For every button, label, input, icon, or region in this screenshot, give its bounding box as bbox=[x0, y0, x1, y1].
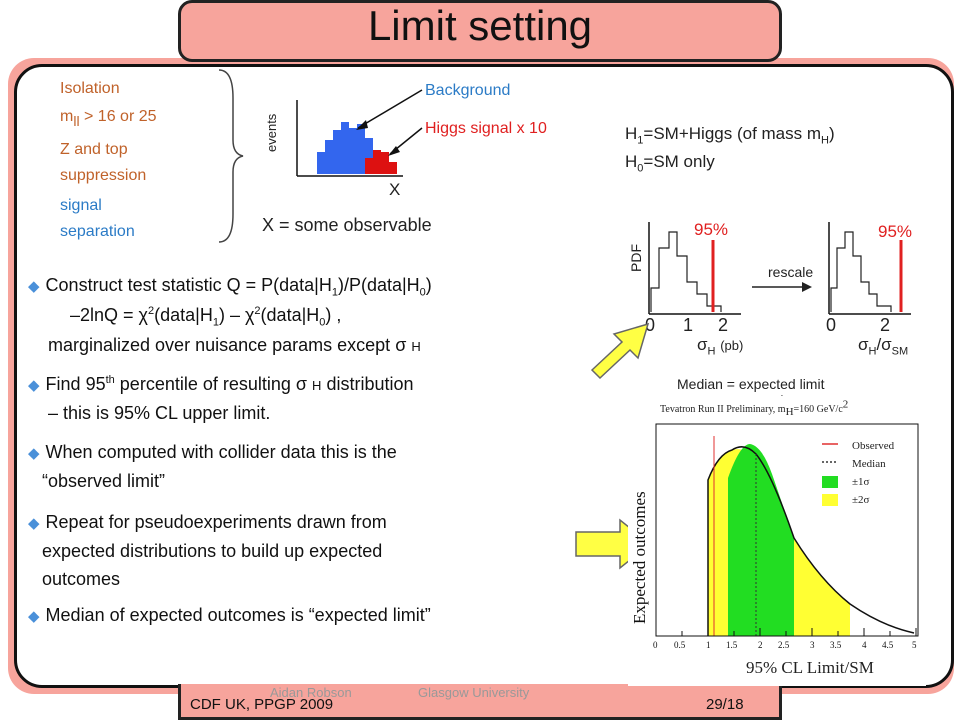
legend-2sigma-label: ±2σ bbox=[852, 494, 870, 506]
cut-isolation: Isolation bbox=[60, 80, 120, 97]
pct-right: 95% bbox=[878, 222, 913, 241]
pdf-left-tick: 1 bbox=[683, 315, 694, 335]
bullet-test-statistic: ◆ Construct test statistic Q = P(data|H1)… bbox=[28, 275, 432, 299]
mini-hist-pointer-arrows bbox=[356, 89, 423, 156]
footer-page-number: 29/18 bbox=[706, 696, 744, 713]
pdf-histogram-left bbox=[648, 222, 741, 315]
pct-left: 95% bbox=[694, 220, 729, 239]
mini-hist-ylabel: events bbox=[264, 113, 279, 152]
legend-1sigma-label: ±1σ bbox=[852, 476, 870, 488]
background-label: Background bbox=[425, 82, 511, 99]
pdf-right-tick: 0 bbox=[826, 315, 837, 335]
curly-brace bbox=[218, 69, 244, 243]
hypothesis-h1: H1=SM+Higgs (of mass mH) bbox=[625, 124, 835, 147]
median-expected-limit-label: Median = expected limit bbox=[677, 376, 825, 392]
bg-bar bbox=[317, 152, 325, 174]
bullet-test-statistic-line3: marginalized over nuisance params except… bbox=[48, 335, 421, 355]
bullet-pseudoexperiments-line3: outcomes bbox=[42, 569, 121, 589]
observable-caption: X = some observable bbox=[262, 215, 432, 235]
bullet-95-percentile: ◆ Find 95th percentile of resulting σ H d… bbox=[28, 374, 414, 394]
mini-hist-xlabel: X bbox=[389, 180, 401, 199]
pdf-left-tick: 0 bbox=[645, 315, 656, 335]
xtick: 0 bbox=[653, 640, 658, 650]
rescale-label: rescale bbox=[768, 264, 814, 280]
legend-1sigma-swatch bbox=[822, 476, 838, 488]
one-sigma-band bbox=[728, 444, 794, 636]
bg-bar bbox=[341, 122, 349, 174]
hypothesis-h0: H0=SM only bbox=[625, 152, 715, 175]
bullet-median: ◆ Median of expected outcomes is “expecte… bbox=[28, 605, 431, 625]
two-sigma-band bbox=[794, 538, 850, 636]
xtick: 1 bbox=[706, 640, 711, 650]
xtick: 4.5 bbox=[882, 640, 894, 650]
bullet-95-percentile-line2: – this is 95% CL upper limit. bbox=[48, 403, 271, 423]
pdf-histogram-right bbox=[828, 222, 911, 315]
bullet-pseudoexperiments-line2: expected distributions to build up expec… bbox=[42, 541, 383, 561]
bg-bar bbox=[357, 124, 365, 174]
pdf-ylabel: PDF bbox=[628, 244, 644, 272]
footer-author: Aidan Robson bbox=[270, 685, 352, 700]
legend-2sigma-swatch bbox=[822, 494, 838, 506]
sig-bar bbox=[389, 162, 397, 174]
tevatron-ylabel: Expected outcomes bbox=[630, 491, 649, 624]
xtick: 3.5 bbox=[830, 640, 842, 650]
xtick: 0.5 bbox=[674, 640, 686, 650]
bullet-diamond-icon: ◆ bbox=[28, 445, 40, 462]
bg-bar bbox=[365, 138, 373, 174]
xtick: 4 bbox=[862, 640, 867, 650]
bg-bar bbox=[349, 128, 357, 174]
legend-observed-label: Observed bbox=[852, 440, 895, 452]
xtick: 3 bbox=[810, 640, 815, 650]
rescale-arrow bbox=[752, 282, 812, 292]
xtick: 2 bbox=[758, 640, 763, 650]
mini-histogram bbox=[296, 100, 403, 177]
cut-ztop-line2: suppression bbox=[60, 167, 147, 184]
bullet-diamond-icon: ◆ bbox=[28, 278, 40, 295]
expected-distribution-curve bbox=[707, 446, 915, 636]
xtick: 1.5 bbox=[726, 640, 738, 650]
sig-bar bbox=[373, 150, 381, 174]
footer-institution: Glasgow University bbox=[418, 685, 530, 700]
cut-mll: mll > 16 or 25 bbox=[60, 108, 157, 129]
bullet-observed: ◆ When computed with collider data this i… bbox=[28, 442, 397, 462]
footer-tab bbox=[178, 684, 782, 720]
sig-bar bbox=[381, 152, 389, 174]
pdf-left-xlabel: σH (pb) bbox=[697, 335, 744, 358]
sig-bar bbox=[365, 158, 373, 174]
cut-ztop-line1: Z and top bbox=[60, 141, 128, 158]
title-tab bbox=[178, 0, 782, 62]
footer-event: CDF UK, PPGP 2009 bbox=[190, 696, 334, 713]
bullet-diamond-icon: ◆ bbox=[28, 377, 40, 394]
xtick: 2.5 bbox=[778, 640, 790, 650]
xtick: 5 bbox=[912, 640, 917, 650]
bullet-diamond-icon: ◆ bbox=[28, 608, 40, 625]
tevatron-header: Tevatron Run II Preliminary, mH=160 GeV/… bbox=[660, 398, 849, 418]
bg-bar bbox=[325, 140, 333, 174]
bullet-observed-line2: “observed limit” bbox=[42, 471, 166, 491]
bullet-diamond-icon: ◆ bbox=[28, 515, 40, 532]
cut-signal-line1: signal bbox=[60, 197, 102, 214]
tevatron-xticks: 0 0.5 1 1.5 2 2.5 3 3.5 4 4.5 5 bbox=[652, 640, 922, 654]
cut-signal-line2: separation bbox=[60, 223, 135, 240]
tevatron-xlabel: 95% CL Limit/SM bbox=[746, 658, 874, 677]
yellow-arrow-up bbox=[590, 322, 650, 380]
bullet-test-statistic-formula: –2lnQ = χ2(data|H1) – χ2(data|H0) , bbox=[70, 305, 342, 329]
pdf-right-xlabel: σH/σSM bbox=[858, 335, 909, 358]
bg-bar bbox=[333, 130, 341, 174]
pdf-right-tick: 2 bbox=[880, 315, 891, 335]
legend-median-label: Median bbox=[852, 458, 886, 470]
pdf-left-tick: 2 bbox=[718, 315, 729, 335]
tevatron-expected-limit-plot bbox=[655, 423, 919, 637]
slide-title: Limit setting bbox=[367, 2, 593, 49]
bullet-pseudoexperiments: ◆ Repeat for pseudoexperiments drawn from bbox=[28, 512, 387, 532]
signal-label: Higgs signal x 10 bbox=[425, 120, 547, 137]
